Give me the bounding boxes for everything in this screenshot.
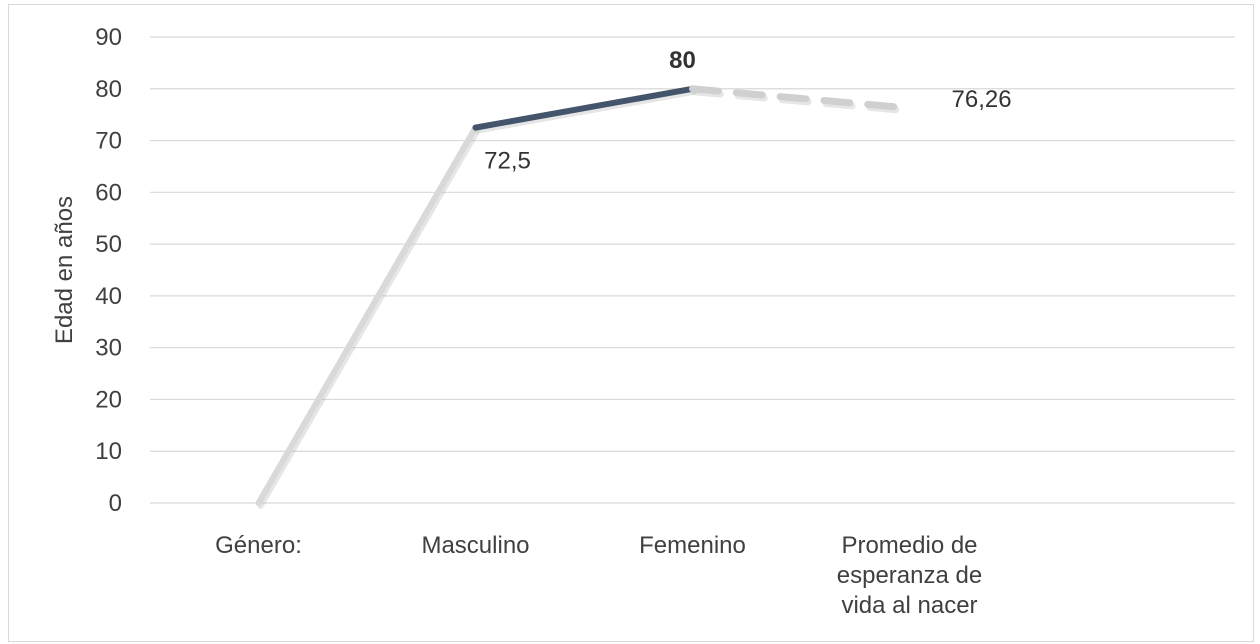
- y-axis-ticks: 0 10 20 30 40 50 60 70 80 90: [95, 24, 122, 517]
- y-tick-label: 0: [109, 490, 122, 517]
- y-tick-label: 70: [95, 128, 122, 155]
- data-label: 72,5: [484, 148, 531, 175]
- x-category-label: Género:: [215, 532, 302, 559]
- series-segment: [472, 85, 696, 131]
- x-axis-categories: Género: Masculino Femenino Promedio de esper…: [215, 532, 982, 619]
- series-line: [255, 85, 915, 509]
- y-tick-label: 90: [95, 24, 122, 51]
- gridlines: [150, 36, 1235, 504]
- y-tick-label: 50: [95, 231, 122, 258]
- data-label: 76,26: [952, 86, 1012, 113]
- data-label: 80: [669, 47, 696, 74]
- y-tick-label: 60: [95, 179, 122, 206]
- series-segment: [255, 124, 479, 506]
- data-labels: 72,5 80 76,26: [484, 47, 1011, 175]
- x-category-label: Masculino: [421, 532, 529, 559]
- x-category-label: Femenino: [639, 532, 746, 559]
- x-category-label: Promedio de esperanza de vida al nacer: [837, 532, 982, 619]
- series-segment-shadow: [474, 88, 698, 134]
- y-tick-label: 30: [95, 335, 122, 362]
- y-tick-label: 10: [95, 438, 122, 465]
- y-axis-title: Edad en años: [51, 196, 78, 344]
- y-tick-label: 80: [95, 76, 122, 103]
- series-segment: [689, 85, 913, 112]
- chart-frame: [8, 4, 1254, 642]
- y-tick-label: 40: [95, 283, 122, 310]
- series-segment-shadow: [257, 127, 481, 509]
- y-tick-label: 20: [95, 386, 122, 413]
